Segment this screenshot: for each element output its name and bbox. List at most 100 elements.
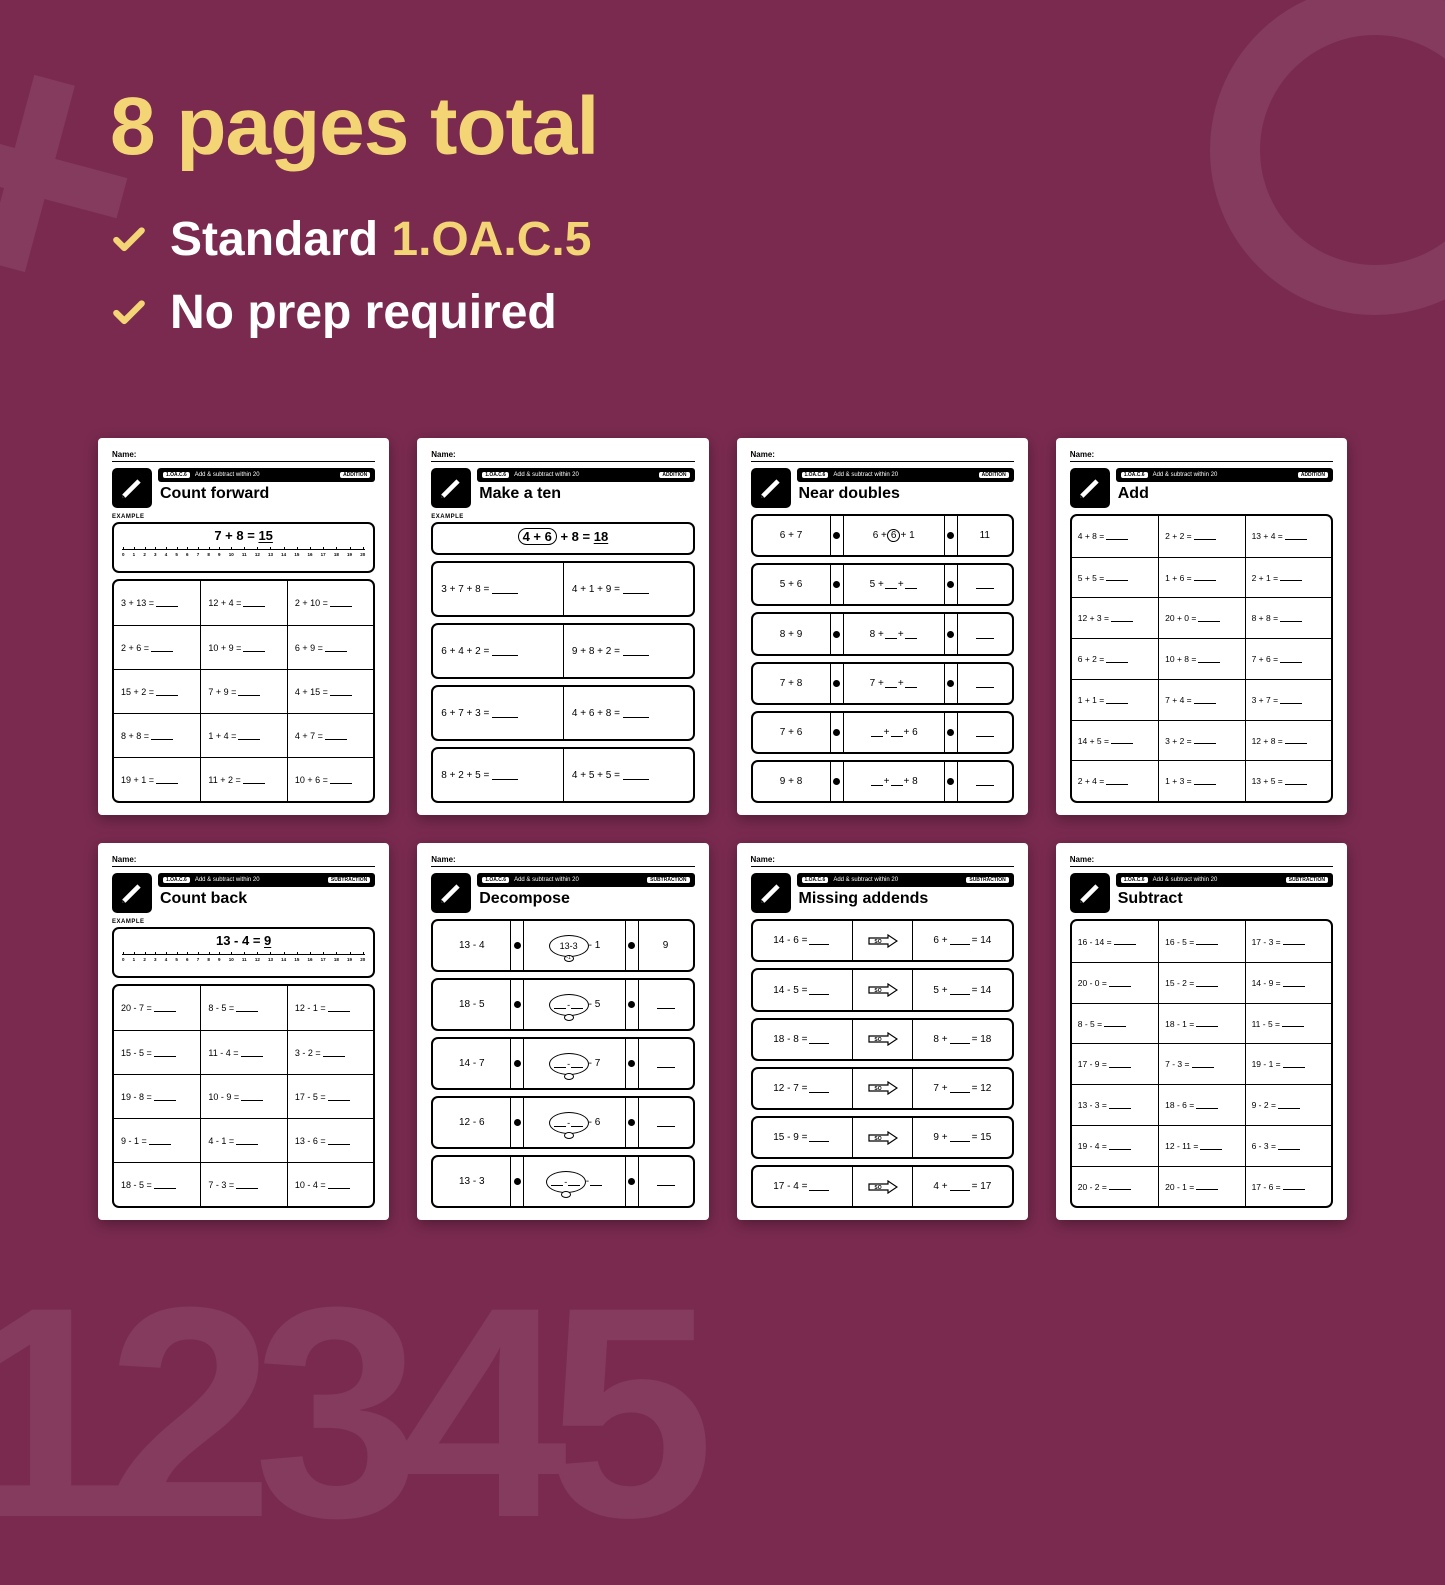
problem-row: 15 - 9 = SO9 + = 15 bbox=[751, 1116, 1014, 1159]
pencil-icon bbox=[1070, 873, 1110, 913]
problem-row: 13 - 3- - bbox=[431, 1155, 694, 1208]
worksheet-meta-bar: 1.OA.C.6 Add & subtract within 20 SUBTRA… bbox=[1116, 873, 1333, 887]
problem-cell: 13 - 6 = bbox=[287, 1118, 373, 1162]
pencil-icon bbox=[751, 468, 791, 508]
problem-cell: 19 + 1 = bbox=[114, 757, 200, 801]
problem-cell: 15 - 2 = bbox=[1158, 962, 1244, 1003]
problem-row: 3 + 7 + 8 = 4 + 1 + 9 = bbox=[431, 561, 694, 617]
problem-row: 6 + 76 + 6 + 111 bbox=[751, 514, 1014, 557]
worksheet-subtitle: Add & subtract within 20 bbox=[514, 877, 579, 883]
worksheet-subtitle: Add & subtract within 20 bbox=[195, 877, 260, 883]
problem-cell: 2 + 1 = bbox=[1245, 557, 1331, 598]
worksheet-title: Near doubles bbox=[797, 482, 1014, 503]
arrow-icon: SO bbox=[868, 934, 898, 948]
problem-cell: 1 + 6 = bbox=[1158, 557, 1244, 598]
problem-cell: 5 + 5 = bbox=[1072, 557, 1158, 598]
worksheet-mode: ADDITION bbox=[979, 472, 1009, 478]
problem-cell: 20 - 7 = bbox=[114, 986, 200, 1030]
worksheet-subtitle: Add & subtract within 20 bbox=[514, 472, 579, 478]
problem-row: 18 - 5- - 5 bbox=[431, 978, 694, 1031]
problems-grid: 20 - 7 =8 - 5 =12 - 1 =15 - 5 =11 - 4 =3… bbox=[112, 984, 375, 1208]
worksheet-header: 1.OA.C.6 Add & subtract within 20 ADDITI… bbox=[112, 468, 375, 508]
pencil-icon bbox=[431, 468, 471, 508]
problem-cell: 17 - 3 = bbox=[1245, 921, 1331, 962]
problem-cell: 7 + 6 = bbox=[1245, 638, 1331, 679]
problem-cell: 3 + 7 = bbox=[1245, 679, 1331, 720]
problem-cell: 7 - 3 = bbox=[200, 1162, 286, 1206]
worksheet-page: Name: 1.OA.C.6 Add & subtract within 20 … bbox=[1056, 438, 1347, 815]
problem-cell: 7 + 9 = bbox=[200, 669, 286, 713]
problem-cell: 15 - 5 = bbox=[114, 1030, 200, 1074]
problems-stack: 3 + 7 + 8 = 4 + 1 + 9 = 6 + 4 + 2 = 9 + … bbox=[431, 561, 694, 803]
pencil-icon bbox=[112, 468, 152, 508]
standard-tag: 1.OA.C.6 bbox=[163, 877, 190, 883]
worksheet-title: Add bbox=[1116, 482, 1333, 503]
worksheet-header: 1.OA.C.6 Add & subtract within 20 SUBTRA… bbox=[1070, 873, 1333, 913]
problem-cell: 17 - 5 = bbox=[287, 1074, 373, 1118]
example-label: EXAMPLE bbox=[112, 919, 375, 925]
problem-cell: 16 - 5 = bbox=[1158, 921, 1244, 962]
problem-row: 7 + 87 + + bbox=[751, 662, 1014, 705]
problem-row: 6 + 4 + 2 = 9 + 8 + 2 = bbox=[431, 623, 694, 679]
worksheet-page: Name: 1.OA.C.6 Add & subtract within 20 … bbox=[417, 843, 708, 1220]
example-box: 4 + 6 + 8 = 18 bbox=[431, 522, 694, 555]
problem-cell: 20 - 0 = bbox=[1072, 962, 1158, 1003]
worksheet-meta-bar: 1.OA.C.6 Add & subtract within 20 ADDITI… bbox=[158, 468, 375, 482]
problems-grid: 16 - 14 =16 - 5 =17 - 3 =20 - 0 =15 - 2 … bbox=[1070, 919, 1333, 1208]
problem-cell: 8 + 8 = bbox=[114, 713, 200, 757]
standard-tag: 1.OA.C.6 bbox=[1121, 877, 1148, 883]
problem-cell: 2 + 4 = bbox=[1072, 760, 1158, 801]
problem-cell: 1 + 4 = bbox=[200, 713, 286, 757]
problem-cell: 3 + 13 = bbox=[114, 581, 200, 625]
svg-text:SO: SO bbox=[874, 939, 881, 945]
worksheet-subtitle: Add & subtract within 20 bbox=[833, 877, 898, 883]
problem-row: 6 + 7 + 3 = 4 + 6 + 8 = bbox=[431, 685, 694, 741]
problem-cell: 11 - 5 = bbox=[1245, 1003, 1331, 1044]
pencil-icon bbox=[431, 873, 471, 913]
problem-cell: 12 - 1 = bbox=[287, 986, 373, 1030]
problem-cell: 8 - 5 = bbox=[1072, 1003, 1158, 1044]
arrow-icon: SO bbox=[868, 1180, 898, 1194]
problem-cell: 10 + 9 = bbox=[200, 625, 286, 669]
number-line: 01234567891011121314151617181920 bbox=[122, 954, 365, 968]
problem-row: 7 + 6 + + 6 bbox=[751, 711, 1014, 754]
problem-cell: 18 - 6 = bbox=[1158, 1084, 1244, 1125]
arrow-icon: SO bbox=[868, 1081, 898, 1095]
problem-cell: 12 + 4 = bbox=[200, 581, 286, 625]
problem-cell: 17 - 9 = bbox=[1072, 1043, 1158, 1084]
worksheet-page: Name: 1.OA.C.6 Add & subtract within 20 … bbox=[98, 843, 389, 1220]
problem-cell: 15 + 2 = bbox=[114, 669, 200, 713]
problem-cell: 13 - 3 = bbox=[1072, 1084, 1158, 1125]
standard-tag: 1.OA.C.6 bbox=[802, 877, 829, 883]
bullet-text-1: Standard 1.OA.C.5 bbox=[170, 212, 591, 267]
problem-cell: 13 + 4 = bbox=[1245, 516, 1331, 557]
example-box: 7 + 8 = 15012345678910111213141516171819… bbox=[112, 522, 375, 573]
worksheet-title: Decompose bbox=[477, 887, 694, 908]
worksheet-page: Name: 1.OA.C.6 Add & subtract within 20 … bbox=[1056, 843, 1347, 1220]
problem-cell: 6 + 2 = bbox=[1072, 638, 1158, 679]
worksheet-subtitle: Add & subtract within 20 bbox=[195, 472, 260, 478]
worksheet-header: 1.OA.C.6 Add & subtract within 20 ADDITI… bbox=[751, 468, 1014, 508]
worksheet-subtitle: Add & subtract within 20 bbox=[1153, 472, 1218, 478]
worksheet-mode: SUBTRACTION bbox=[1286, 877, 1328, 883]
svg-text:SO: SO bbox=[874, 1136, 881, 1142]
bg-decor-circle bbox=[1185, 0, 1445, 427]
problem-cell: 12 - 11 = bbox=[1158, 1125, 1244, 1166]
problem-cell: 11 + 2 = bbox=[200, 757, 286, 801]
name-field: Name: bbox=[1070, 855, 1333, 867]
problem-cell: 13 + 5 = bbox=[1245, 760, 1331, 801]
problem-cell: 10 + 6 = bbox=[287, 757, 373, 801]
standard-tag: 1.OA.C.6 bbox=[482, 877, 509, 883]
worksheet-title: Count forward bbox=[158, 482, 375, 503]
name-field: Name: bbox=[1070, 450, 1333, 462]
worksheet-subtitle: Add & subtract within 20 bbox=[833, 472, 898, 478]
problem-cell: 10 - 4 = bbox=[287, 1162, 373, 1206]
pencil-icon bbox=[1070, 468, 1110, 508]
problems-grid: 3 + 13 =12 + 4 =2 + 10 =2 + 6 =10 + 9 =6… bbox=[112, 579, 375, 803]
problem-cell: 9 - 2 = bbox=[1245, 1084, 1331, 1125]
name-field: Name: bbox=[751, 855, 1014, 867]
problem-row: 8 + 2 + 5 = 4 + 5 + 5 = bbox=[431, 747, 694, 803]
problem-cell: 4 + 15 = bbox=[287, 669, 373, 713]
example-box: 13 - 4 = 9012345678910111213141516171819… bbox=[112, 927, 375, 978]
problem-cell: 7 + 4 = bbox=[1158, 679, 1244, 720]
